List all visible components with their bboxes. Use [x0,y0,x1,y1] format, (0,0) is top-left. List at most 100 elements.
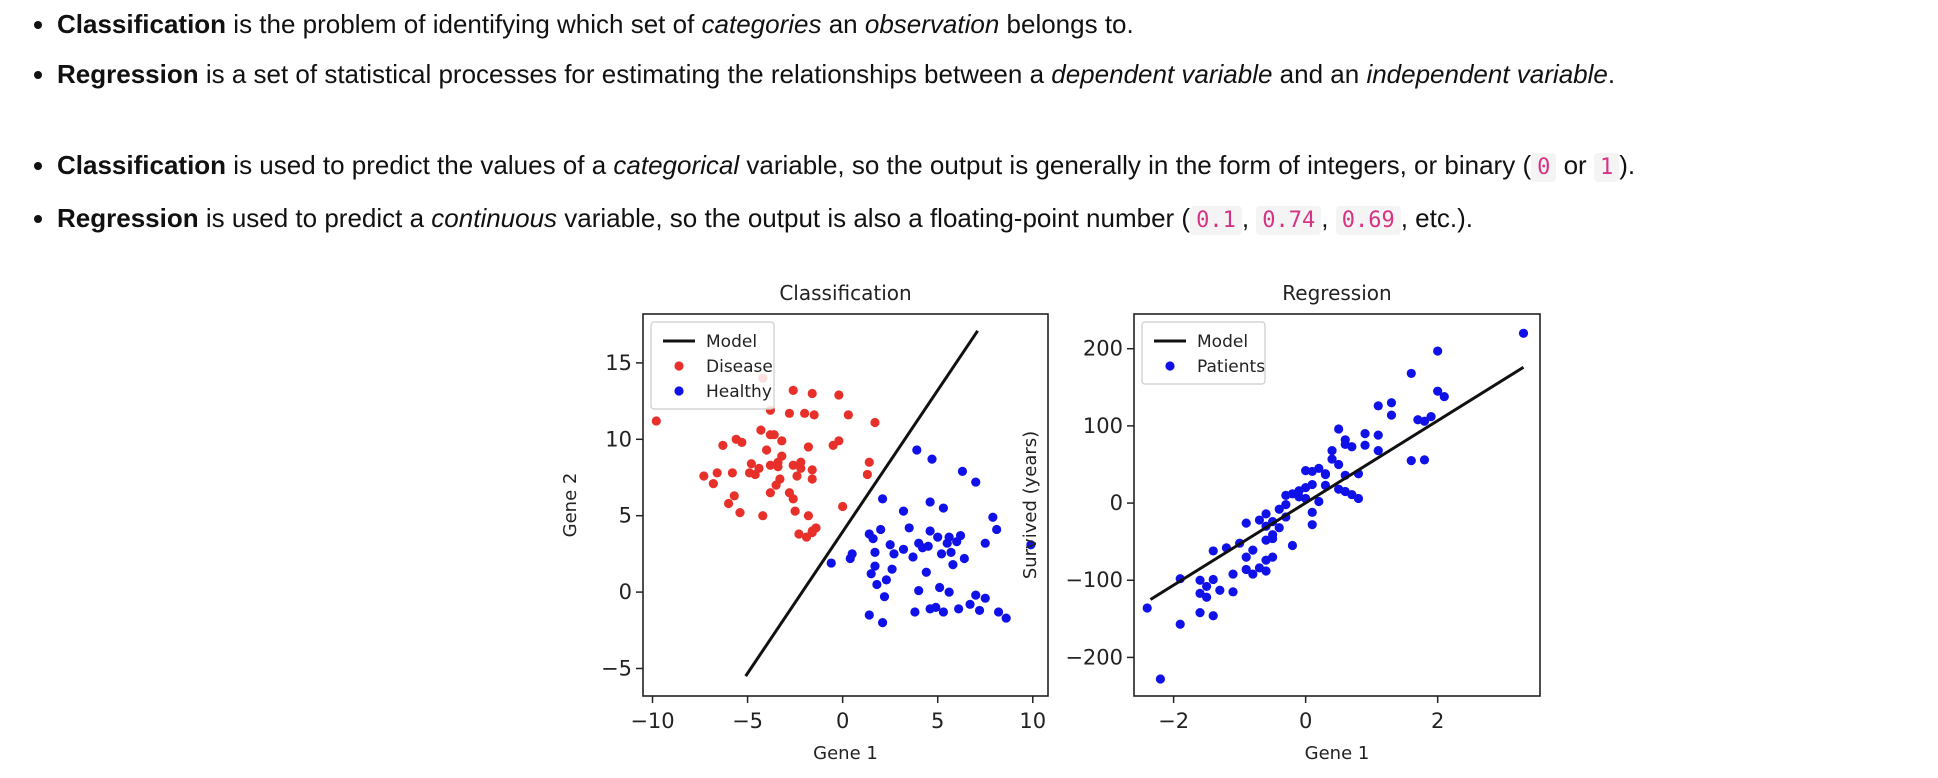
y-axis-label: Gene 2 [560,473,581,538]
disease-point [788,385,798,395]
patients-point [1314,496,1324,507]
classification-usage: Classification is used to predict the va… [57,148,1635,185]
disease-point [807,388,817,399]
x-tick-label: −5 [732,709,763,733]
usage-list: Classification is used to predict the va… [0,148,1635,238]
legend-healthy-swatch [674,386,684,396]
disease-point [790,506,800,516]
disease-point [801,532,812,542]
y-tick-label: 0 [1110,491,1123,515]
patients-point [1320,469,1331,479]
disease-point [807,465,817,475]
patients-point [1208,611,1218,621]
healthy-point [925,526,935,536]
patients-point [1439,391,1449,402]
disease-point [834,390,844,400]
patients-point [1175,619,1185,629]
patients-point [1419,416,1430,426]
x-tick-label: 5 [931,709,944,733]
healthy-point [914,585,924,596]
patients-point [1307,520,1317,530]
disease-point [750,469,760,480]
patients-point [1373,445,1383,456]
y-tick-label: 100 [1083,414,1123,438]
healthy-point [959,553,969,564]
legend-label: Model [706,332,757,352]
plot-area [651,329,1036,677]
disease-point [843,410,853,420]
classification-term: Classification [57,9,227,39]
healthy-point [974,605,985,616]
patients-point [1261,555,1271,565]
x-tick-label: 0 [1299,709,1312,733]
patients-point [1155,674,1166,684]
patients-point [1195,608,1205,618]
healthy-point [992,524,1002,535]
healthy-point [921,567,931,577]
patients-point [1261,509,1271,519]
legend-label: Disease [706,357,773,377]
healthy-point [938,503,949,513]
y-tick-label: −100 [1065,568,1123,592]
disease-point [765,488,775,498]
patients-point [1281,490,1291,500]
x-tick-label: −10 [630,709,674,733]
patients-point [1334,424,1344,434]
disease-point [800,408,810,418]
healthy-point [910,607,920,617]
y-tick-label: 200 [1083,337,1123,361]
healthy-point [868,534,878,544]
healthy-point [872,579,882,590]
x-axis-label: Gene 1 [1305,743,1370,764]
healthy-point [847,549,857,559]
disease-point [746,459,756,469]
legend-patients-swatch [1165,361,1175,371]
disease-point [803,442,814,452]
code-value: 0.74 [1256,206,1322,235]
disease-point [788,460,798,470]
code-value: 0.69 [1335,206,1401,235]
y-tick-label: 15 [605,351,632,375]
healthy-point [933,532,943,542]
code-value: 0.1 [1190,206,1242,235]
healthy-point [879,592,890,602]
patients-point [1241,564,1251,575]
healthy-point [870,547,880,557]
patients-point [1281,500,1291,510]
disease-point [769,430,779,440]
disease-point [870,417,880,428]
healthy-point [877,618,888,628]
healthy-point [980,538,990,548]
patients-point [1248,569,1258,579]
healthy-point [898,544,909,554]
x-tick-label: 2 [1431,709,1444,733]
patients-point [1347,442,1357,452]
disease-point [729,491,739,501]
healthy-point [954,604,964,614]
patients-point [1301,466,1311,476]
disease-point [712,468,722,478]
x-tick-label: 10 [1019,709,1046,733]
plot-frame [642,313,1049,697]
healthy-point [993,607,1004,617]
healthy-point [957,466,968,476]
disease-point [761,445,772,455]
disease-point [784,488,795,498]
healthy-point [912,445,922,455]
healthy-point [1026,540,1036,550]
disease-point [727,468,737,478]
legend-label: Patients [1197,357,1265,377]
chart-title: Regression [1282,281,1391,305]
patients-point [1268,533,1278,544]
disease-point [777,436,787,446]
healthy-point [908,552,918,562]
healthy-point [946,547,956,557]
patients-point [1142,603,1152,613]
healthy-point [866,569,876,579]
disease-point [862,469,872,480]
patients-point [1518,328,1529,338]
x-axis-label: Gene 1 [813,743,878,764]
patients-point [1373,401,1383,411]
legend-label: Healthy [706,382,772,402]
